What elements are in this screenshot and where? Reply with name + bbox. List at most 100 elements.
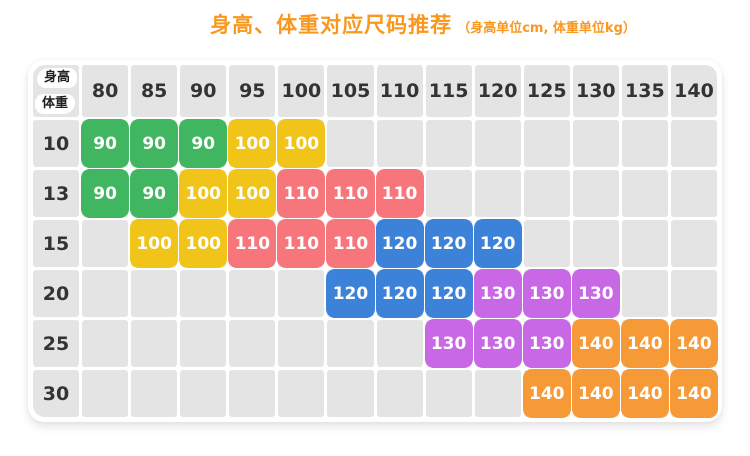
size-cell: 100 bbox=[179, 219, 228, 268]
empty-cell bbox=[670, 170, 717, 217]
size-value: 110 bbox=[326, 169, 375, 218]
empty-cell bbox=[82, 320, 129, 367]
size-cell: 110 bbox=[326, 169, 375, 218]
empty-cell bbox=[327, 120, 374, 167]
empty-cell bbox=[278, 370, 325, 417]
size-cell: 140 bbox=[669, 369, 718, 418]
size-cell: 140 bbox=[522, 369, 571, 418]
corner-height-label: 身高 bbox=[37, 68, 78, 89]
size-cell: 140 bbox=[571, 369, 620, 418]
empty-cell bbox=[523, 170, 570, 217]
size-value: 110 bbox=[277, 219, 326, 268]
page-title: 身高、体重对应尺码推荐 （身高单位cm, 体重单位kg） bbox=[0, 0, 750, 39]
size-cell: 100 bbox=[130, 219, 179, 268]
empty-cell bbox=[278, 320, 325, 367]
empty-cell bbox=[474, 120, 521, 167]
weight-row-label: 30 bbox=[33, 370, 80, 417]
size-value: 110 bbox=[277, 169, 326, 218]
empty-cell bbox=[229, 370, 276, 417]
height-header-cell: 85 bbox=[131, 65, 178, 117]
empty-cell bbox=[327, 370, 374, 417]
height-header-cell: 110 bbox=[376, 65, 423, 117]
size-value: 130 bbox=[473, 269, 522, 318]
height-header-cell: 120 bbox=[474, 65, 521, 117]
height-header-cell: 105 bbox=[327, 65, 374, 117]
size-value: 100 bbox=[179, 169, 228, 218]
size-value: 120 bbox=[375, 269, 424, 318]
size-cell: 90 bbox=[81, 119, 130, 168]
size-cell: 100 bbox=[228, 169, 277, 218]
size-cell: 90 bbox=[81, 169, 130, 218]
empty-cell bbox=[82, 270, 129, 317]
size-value: 100 bbox=[228, 119, 277, 168]
size-value: 90 bbox=[130, 169, 179, 218]
height-header-cell: 130 bbox=[572, 65, 619, 117]
size-value: 120 bbox=[424, 269, 473, 318]
size-value: 90 bbox=[130, 119, 179, 168]
size-value: 100 bbox=[228, 169, 277, 218]
empty-cell bbox=[180, 320, 227, 367]
size-cell: 120 bbox=[375, 269, 424, 318]
empty-cell bbox=[229, 270, 276, 317]
height-header-cell: 80 bbox=[82, 65, 129, 117]
size-value: 90 bbox=[179, 119, 228, 168]
empty-cell bbox=[474, 370, 521, 417]
size-value: 120 bbox=[375, 219, 424, 268]
size-cell: 120 bbox=[424, 269, 473, 318]
empty-cell bbox=[278, 270, 325, 317]
size-cell: 90 bbox=[130, 119, 179, 168]
size-cell: 90 bbox=[179, 119, 228, 168]
empty-cell bbox=[572, 170, 619, 217]
size-cell: 100 bbox=[179, 169, 228, 218]
size-cell: 130 bbox=[522, 319, 571, 368]
empty-cell bbox=[523, 120, 570, 167]
size-cell: 140 bbox=[669, 319, 718, 368]
empty-cell bbox=[670, 270, 717, 317]
height-header-cell: 125 bbox=[523, 65, 570, 117]
size-value: 110 bbox=[375, 169, 424, 218]
size-grid: 身高 体重 80 85 90 95 100 105 110 115 120 125 130 135 140 1… bbox=[33, 65, 718, 418]
weight-row-label: 25 bbox=[33, 320, 80, 367]
weight-row-label: 13 bbox=[33, 170, 80, 217]
size-value: 140 bbox=[669, 319, 718, 368]
empty-cell bbox=[425, 170, 472, 217]
empty-cell bbox=[82, 370, 129, 417]
height-header-cell: 115 bbox=[425, 65, 472, 117]
empty-cell bbox=[327, 320, 374, 367]
size-value: 90 bbox=[81, 169, 130, 218]
height-header-cell: 140 bbox=[670, 65, 717, 117]
empty-cell bbox=[82, 220, 129, 267]
size-cell: 120 bbox=[473, 219, 522, 268]
size-cell: 130 bbox=[571, 269, 620, 318]
size-value: 90 bbox=[81, 119, 130, 168]
size-cell: 110 bbox=[326, 219, 375, 268]
size-cell: 110 bbox=[277, 219, 326, 268]
empty-cell bbox=[621, 120, 668, 167]
empty-cell bbox=[523, 220, 570, 267]
height-header-cell: 135 bbox=[621, 65, 668, 117]
empty-cell bbox=[425, 370, 472, 417]
weight-row-label: 15 bbox=[33, 220, 80, 267]
size-cell: 110 bbox=[228, 219, 277, 268]
size-value: 140 bbox=[620, 369, 669, 418]
size-cell: 130 bbox=[424, 319, 473, 368]
size-value: 130 bbox=[522, 319, 571, 368]
empty-cell bbox=[621, 220, 668, 267]
empty-cell bbox=[474, 170, 521, 217]
size-cell: 130 bbox=[473, 319, 522, 368]
empty-cell bbox=[131, 370, 178, 417]
size-cell: 120 bbox=[326, 269, 375, 318]
size-value: 140 bbox=[669, 369, 718, 418]
empty-cell bbox=[131, 320, 178, 367]
size-value: 140 bbox=[620, 319, 669, 368]
empty-cell bbox=[572, 120, 619, 167]
size-cell: 140 bbox=[571, 319, 620, 368]
size-value: 100 bbox=[130, 219, 179, 268]
size-cell: 120 bbox=[375, 219, 424, 268]
size-value: 140 bbox=[571, 319, 620, 368]
size-cell: 100 bbox=[277, 119, 326, 168]
empty-cell bbox=[376, 320, 423, 367]
size-value: 140 bbox=[571, 369, 620, 418]
corner-cell: 身高 体重 bbox=[33, 65, 80, 117]
size-cell: 100 bbox=[228, 119, 277, 168]
